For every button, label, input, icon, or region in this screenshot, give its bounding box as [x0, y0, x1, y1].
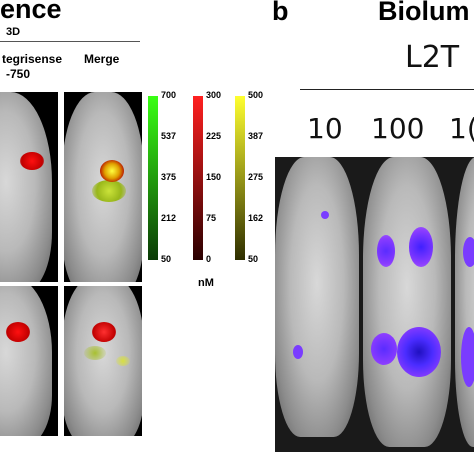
scale-tick: 150: [206, 172, 222, 182]
scale-tick: 387: [248, 131, 264, 141]
column-label-integrisense-line1: tegrisense: [2, 52, 63, 66]
scale-unit-label: nM: [198, 277, 214, 289]
signal-mouse-3-lower: [461, 327, 474, 387]
scale-tick: 537: [161, 131, 177, 141]
signal-mouse-1-lower: [293, 345, 303, 359]
signal-mouse-2-upper-right: [409, 227, 433, 267]
scale-tick: 275: [248, 172, 264, 182]
panel-a-divider: [0, 41, 140, 42]
scale-tick: 500: [248, 90, 264, 100]
scale-bar-yellow: [235, 96, 245, 260]
signal-mouse-2-lower-right: [397, 327, 441, 377]
mouse-body-2: [363, 157, 451, 447]
scale-bar-red: [193, 96, 203, 260]
scale-tick: 225: [206, 131, 222, 141]
scale-tick: 700: [161, 90, 177, 100]
mouse-body: [64, 286, 142, 436]
dose-label-1000: 1(: [449, 112, 474, 145]
bioluminescence-image: [275, 157, 474, 452]
scale-tick: 162: [248, 213, 264, 223]
scale-bar-green: [148, 96, 158, 260]
image-integrisense-bottom: [0, 286, 58, 436]
image-merge-top: [64, 92, 142, 282]
image-integrisense-top: [0, 92, 58, 282]
scale-tick: 50: [248, 254, 259, 264]
merge-signal-red: [92, 322, 116, 342]
signal-mouse-3-upper: [463, 237, 474, 267]
mouse-body-1: [275, 157, 359, 437]
scale-tick: 300: [206, 90, 222, 100]
mouse-body-3: [455, 157, 474, 447]
scale-tick: 212: [161, 213, 177, 223]
column-label-integrisense-line2: -750: [6, 67, 31, 81]
column-label-merge: Merge: [84, 52, 120, 66]
panel-b-letter: b: [272, 0, 289, 26]
signal-mouse-2-lower-left: [371, 333, 397, 365]
group-label: L2T: [405, 40, 460, 75]
signal-mouse-1-upper: [321, 211, 329, 219]
panel-a-subhead: 3D: [6, 26, 21, 38]
merge-signal-yellow: [116, 356, 130, 366]
merge-signal-green: [84, 346, 106, 360]
merge-signal-green: [92, 180, 126, 202]
panel-b-title: Biolum: [378, 0, 470, 26]
group-underline: [300, 89, 474, 90]
mouse-body: [0, 92, 52, 282]
panel-a-title: ence: [0, 0, 62, 24]
scale-tick: 375: [161, 172, 177, 182]
scale-tick: 0: [206, 254, 212, 264]
signal-mouse-2-upper-left: [377, 235, 395, 267]
tumor-signal: [6, 322, 30, 342]
image-merge-bottom: [64, 286, 142, 436]
mouse-body: [0, 286, 52, 436]
scale-tick: 75: [206, 213, 217, 223]
dose-label-10: 10: [307, 112, 343, 145]
dose-label-100: 100: [371, 112, 425, 145]
scale-tick: 50: [161, 254, 172, 264]
merge-signal-red: [100, 160, 124, 182]
tumor-signal: [20, 152, 44, 170]
